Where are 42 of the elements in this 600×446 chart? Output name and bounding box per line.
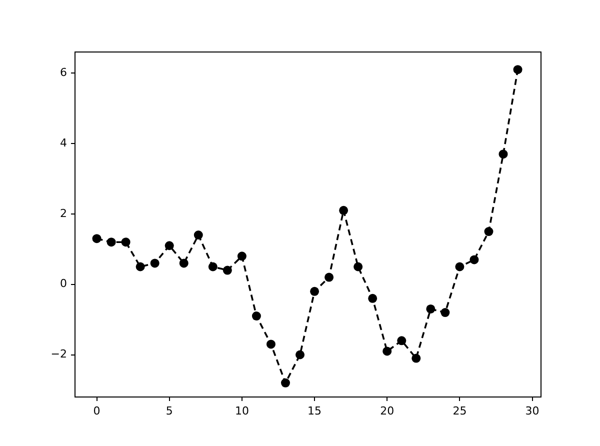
- y-tick-label: 0: [60, 277, 67, 290]
- point: [470, 255, 479, 264]
- point: [121, 238, 130, 247]
- y-tick-label: 6: [60, 66, 67, 79]
- point: [368, 294, 378, 303]
- point: [194, 230, 203, 240]
- point: [412, 354, 421, 363]
- point: [382, 346, 392, 356]
- point: [266, 340, 276, 349]
- point: [252, 312, 261, 321]
- point: [324, 272, 334, 282]
- point: [296, 350, 305, 360]
- point: [237, 252, 246, 261]
- point: [440, 308, 450, 318]
- x-tick-label: 20: [380, 404, 394, 418]
- point: [339, 206, 348, 215]
- point: [222, 266, 232, 275]
- point: [498, 150, 508, 159]
- point: [455, 262, 464, 272]
- point: [310, 286, 320, 296]
- x-tick-label: 15: [308, 404, 322, 418]
- x-tick-label: 0: [93, 404, 100, 418]
- point: [513, 65, 522, 74]
- x-tick-label: 5: [166, 404, 173, 418]
- y-tick-label: −2: [50, 348, 67, 361]
- point: [397, 336, 406, 346]
- y-tick-label: 4: [60, 136, 67, 150]
- point: [281, 378, 290, 388]
- point: [484, 227, 494, 236]
- x-tick-label: 10: [234, 404, 249, 418]
- point: [179, 258, 188, 268]
- point: [92, 234, 102, 244]
- point: [136, 262, 145, 272]
- point: [208, 262, 218, 272]
- x-tick-label: 30: [525, 404, 540, 418]
- point: [106, 238, 116, 247]
- y-tick-label: 2: [60, 206, 67, 220]
- point: [164, 241, 174, 250]
- x-tick-label: 25: [452, 404, 467, 418]
- point: [354, 262, 363, 272]
- point: [150, 258, 160, 268]
- point: [426, 304, 436, 314]
